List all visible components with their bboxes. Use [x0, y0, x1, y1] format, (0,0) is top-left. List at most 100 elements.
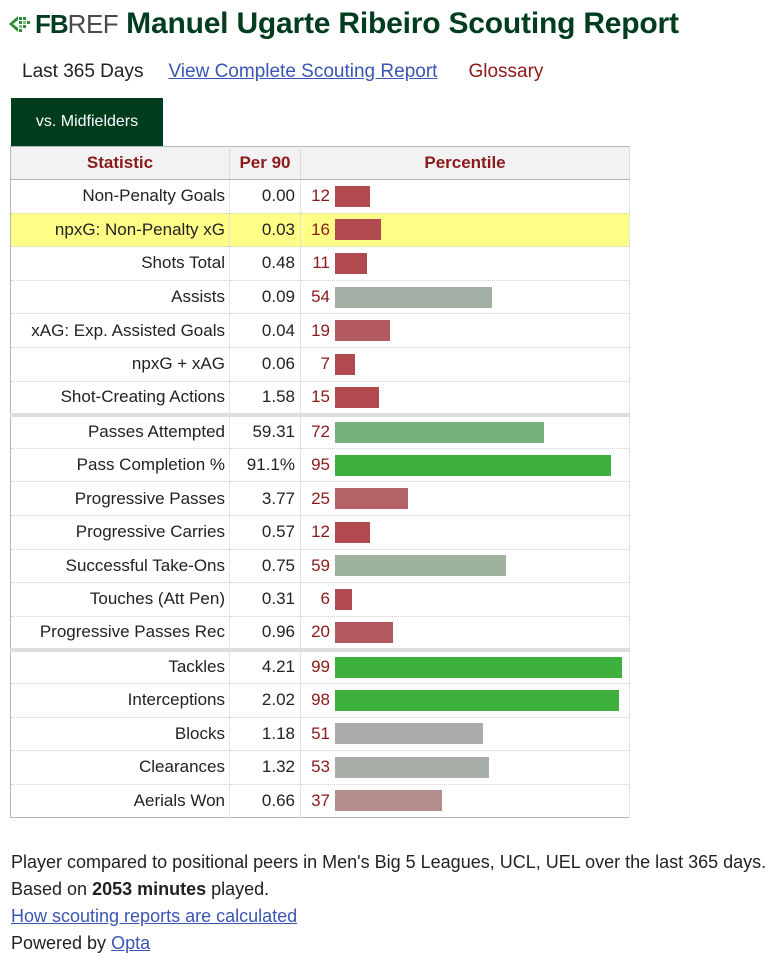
per90-value: 91.1%: [229, 448, 301, 483]
statistic-name: Successful Take-Ons: [10, 549, 230, 584]
percentile-cell: 12: [300, 179, 630, 214]
percentile-bar: [335, 790, 442, 812]
percentile-bar: [335, 621, 393, 643]
percentile-bar: [335, 185, 370, 207]
percentile-value: 25: [311, 488, 330, 508]
percentile-cell: 20: [300, 616, 630, 651]
per90-value: 59.31: [229, 412, 301, 449]
fbref-logo[interactable]: FBREF: [8, 7, 119, 41]
header-statistic[interactable]: Statistic: [10, 146, 230, 180]
percentile-bar: [335, 386, 379, 408]
table-row[interactable]: xAG: Exp. Assisted Goals 0.04 19: [10, 313, 630, 348]
table-row[interactable]: Interceptions 2.02 98: [10, 683, 630, 718]
table-row[interactable]: Progressive Passes 3.77 25: [10, 481, 630, 516]
percentile-value: 15: [311, 387, 330, 407]
table-row[interactable]: Aerials Won 0.66 37: [10, 784, 630, 819]
table-row[interactable]: Blocks 1.18 51: [10, 717, 630, 752]
scouting-table: Statistic Per 90 Percentile Non-Penalty …: [10, 146, 630, 819]
percentile-bar: [335, 286, 492, 308]
table-row[interactable]: Touches (Att Pen) 0.31 6: [10, 582, 630, 617]
percentile-bar: [335, 421, 544, 443]
per90-value: 1.58: [229, 381, 301, 416]
percentile-value: 54: [311, 287, 330, 307]
table-row[interactable]: Shots Total 0.48 11: [10, 246, 630, 281]
statistic-name: Progressive Passes Rec: [10, 616, 230, 651]
percentile-bar: [335, 723, 483, 745]
logo-text: FBREF: [35, 9, 119, 40]
percentile-value: 12: [311, 186, 330, 206]
percentile-value: 95: [311, 455, 330, 475]
statistic-name: npxG: Non-Penalty xG: [10, 213, 230, 248]
statistic-name: Passes Attempted: [10, 412, 230, 449]
powered-by: Powered by Opta: [11, 930, 767, 957]
percentile-cell: 98: [300, 683, 630, 718]
table-row[interactable]: Tackles 4.21 99: [10, 647, 630, 684]
per90-value: 4.21: [229, 647, 301, 684]
table-row[interactable]: Passes Attempted 59.31 72: [10, 412, 630, 449]
per90-value: 0.66: [229, 784, 301, 819]
statistic-name: Clearances: [10, 750, 230, 785]
percentile-bar: [335, 756, 489, 778]
fbref-logo-icon: [9, 16, 30, 32]
percentile-cell: 25: [300, 481, 630, 516]
percentile-value: 16: [311, 219, 330, 239]
percentile-cell: 11: [300, 246, 630, 281]
statistic-name: Tackles: [10, 647, 230, 684]
table-row[interactable]: Pass Completion % 91.1% 95: [10, 448, 630, 483]
statistic-name: Shot-Creating Actions: [10, 381, 230, 416]
percentile-bar: [335, 555, 506, 577]
report-subnav: Last 365 Days View Complete Scouting Rep…: [22, 58, 543, 86]
percentile-cell: 7: [300, 347, 630, 382]
percentile-bar: [335, 353, 355, 375]
footer-text-after: played.: [206, 879, 270, 899]
table-row[interactable]: Clearances 1.32 53: [10, 750, 630, 785]
glossary-button[interactable]: Glossary: [468, 61, 544, 82]
percentile-cell: 72: [300, 412, 630, 449]
per90-value: 0.96: [229, 616, 301, 651]
statistic-name: Progressive Carries: [10, 515, 230, 550]
percentile-bar: [335, 488, 408, 510]
percentile-cell: 19: [300, 313, 630, 348]
percentile-cell: 37: [300, 784, 630, 819]
footer-description: Player compared to positional peers in M…: [11, 849, 767, 903]
tab-vs-midfielders[interactable]: vs. Midfielders: [11, 98, 163, 146]
statistic-name: xAG: Exp. Assisted Goals: [10, 313, 230, 348]
table-row[interactable]: Assists 0.09 54: [10, 280, 630, 315]
per90-value: 0.06: [229, 347, 301, 382]
statistic-name: Aerials Won: [10, 784, 230, 819]
percentile-cell: 16: [300, 213, 630, 248]
percentile-cell: 95: [300, 448, 630, 483]
percentile-value: 99: [311, 657, 330, 677]
table-row[interactable]: Successful Take-Ons 0.75 59: [10, 549, 630, 584]
percentile-bar: [335, 521, 370, 543]
table-row[interactable]: npxG + xAG 0.06 7: [10, 347, 630, 382]
percentile-cell: 99: [300, 647, 630, 684]
header-per90[interactable]: Per 90: [229, 146, 301, 180]
statistic-name: Blocks: [10, 717, 230, 752]
table-row[interactable]: Shot-Creating Actions 1.58 15: [10, 381, 630, 416]
table-row[interactable]: Progressive Passes Rec 0.96 20: [10, 616, 630, 651]
percentile-bar: [335, 588, 352, 610]
opta-link[interactable]: Opta: [111, 933, 151, 953]
per90-value: 0.04: [229, 313, 301, 348]
percentile-cell: 53: [300, 750, 630, 785]
per90-value: 0.75: [229, 549, 301, 584]
percentile-value: 7: [320, 354, 330, 374]
statistic-name: npxG + xAG: [10, 347, 230, 382]
percentile-bar: [335, 656, 622, 678]
statistic-name: Assists: [10, 280, 230, 315]
percentile-bar: [335, 219, 381, 241]
how-calculated-link[interactable]: How scouting reports are calculated: [11, 906, 298, 926]
header-percentile[interactable]: Percentile: [300, 146, 630, 180]
per90-value: 0.03: [229, 213, 301, 248]
percentile-value: 53: [311, 757, 330, 777]
percentile-cell: 51: [300, 717, 630, 752]
table-row[interactable]: Progressive Carries 0.57 12: [10, 515, 630, 550]
footer-text-before: Player compared to positional peers in M…: [11, 852, 767, 899]
per90-value: 0.00: [229, 179, 301, 214]
table-row[interactable]: npxG: Non-Penalty xG 0.03 16: [10, 213, 630, 248]
percentile-value: 72: [311, 422, 330, 442]
complete-report-link[interactable]: View Complete Scouting Report: [168, 61, 438, 82]
table-row[interactable]: Non-Penalty Goals 0.00 12: [10, 179, 630, 214]
per90-value: 0.57: [229, 515, 301, 550]
